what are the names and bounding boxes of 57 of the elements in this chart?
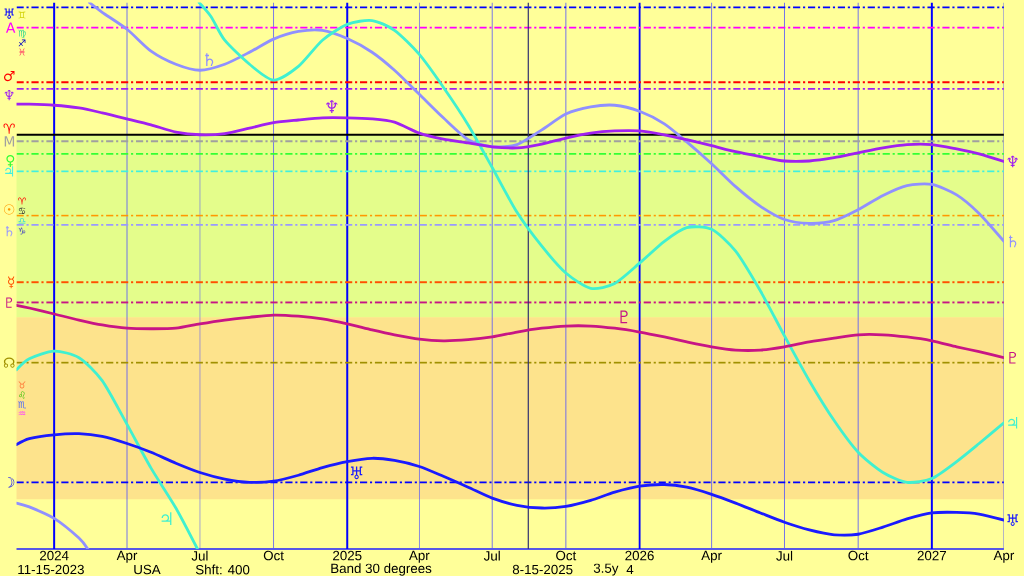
x-tick-label: Apr (993, 550, 1015, 563)
annotation: ♐ (18, 39, 26, 47)
series-label: ♅ (1007, 514, 1018, 526)
text: ♆ (326, 100, 338, 113)
annotation: ♎ (18, 217, 26, 224)
text: Band 30 degrees (331, 563, 432, 576)
x-tick-label: Jul (776, 550, 793, 561)
x-tick-label: Oct (263, 550, 284, 561)
ref-line-label: M (4, 136, 15, 147)
ref-line-label: ♈ (3, 123, 15, 134)
series-label: ♄ (205, 53, 214, 66)
x-tick-label: Jul (483, 550, 500, 561)
series-label: ♇ (1009, 351, 1016, 364)
annotation: ♒ (18, 411, 26, 416)
x-tick-label: 2025 (333, 550, 362, 561)
text: USA (134, 564, 161, 575)
x-tick-label: 2026 (625, 550, 654, 561)
ref-line-label: ♂ (4, 70, 15, 82)
text: ♄ (1009, 235, 1017, 248)
text: 11-15-2023 (18, 564, 84, 575)
ref-line-label: ☉ (4, 204, 15, 215)
ref-line-label: ☿ (8, 276, 15, 289)
annotation: ♏ (18, 401, 26, 409)
x-tick-label: Apr (701, 550, 722, 563)
ref-line-label: ♅ (4, 8, 14, 19)
x-tick-label: 2024 (39, 550, 69, 561)
annotation: ♉ (18, 381, 26, 389)
ref-line-label: ♆ (4, 89, 14, 101)
annotation: ♌ (19, 391, 25, 399)
ref-line-label: ♀ (6, 154, 15, 167)
text: ♅ (350, 466, 363, 480)
annotation: ♍ (18, 29, 26, 39)
annotation: ♋ (18, 207, 26, 214)
ref-line-label: ♄ (5, 225, 13, 237)
x-tick-label: Jul (191, 550, 208, 561)
ref-line-label: ☽ (7, 477, 15, 488)
ref-line-label: ♇ (6, 297, 13, 308)
text: 8-15-2025 (512, 564, 573, 575)
annotation: ♓ (19, 48, 25, 56)
x-tick-label: 2027 (917, 550, 946, 561)
ref-line-label: ♃ (5, 166, 14, 177)
x-tick-label: Oct (556, 550, 577, 561)
text: ♇ (620, 310, 628, 324)
x-tick-label: Apr (408, 550, 430, 563)
text: Shft: 400 (195, 564, 250, 575)
series-label: ♆ (1007, 155, 1018, 168)
x-tick-label: Apr (116, 550, 138, 563)
ref-line-label: A (5, 22, 16, 33)
text: 3.5y (593, 563, 619, 576)
text: 4 (626, 564, 634, 575)
ref-line-label: ☊ (3, 357, 15, 368)
series-label: ♃ (1008, 416, 1018, 429)
annotation: ♑ (18, 227, 26, 235)
x-tick-label: Oct (848, 550, 869, 561)
text: ♃ (161, 512, 172, 525)
annotation: ♈ (18, 197, 26, 205)
annotation: ♊ (18, 11, 26, 19)
